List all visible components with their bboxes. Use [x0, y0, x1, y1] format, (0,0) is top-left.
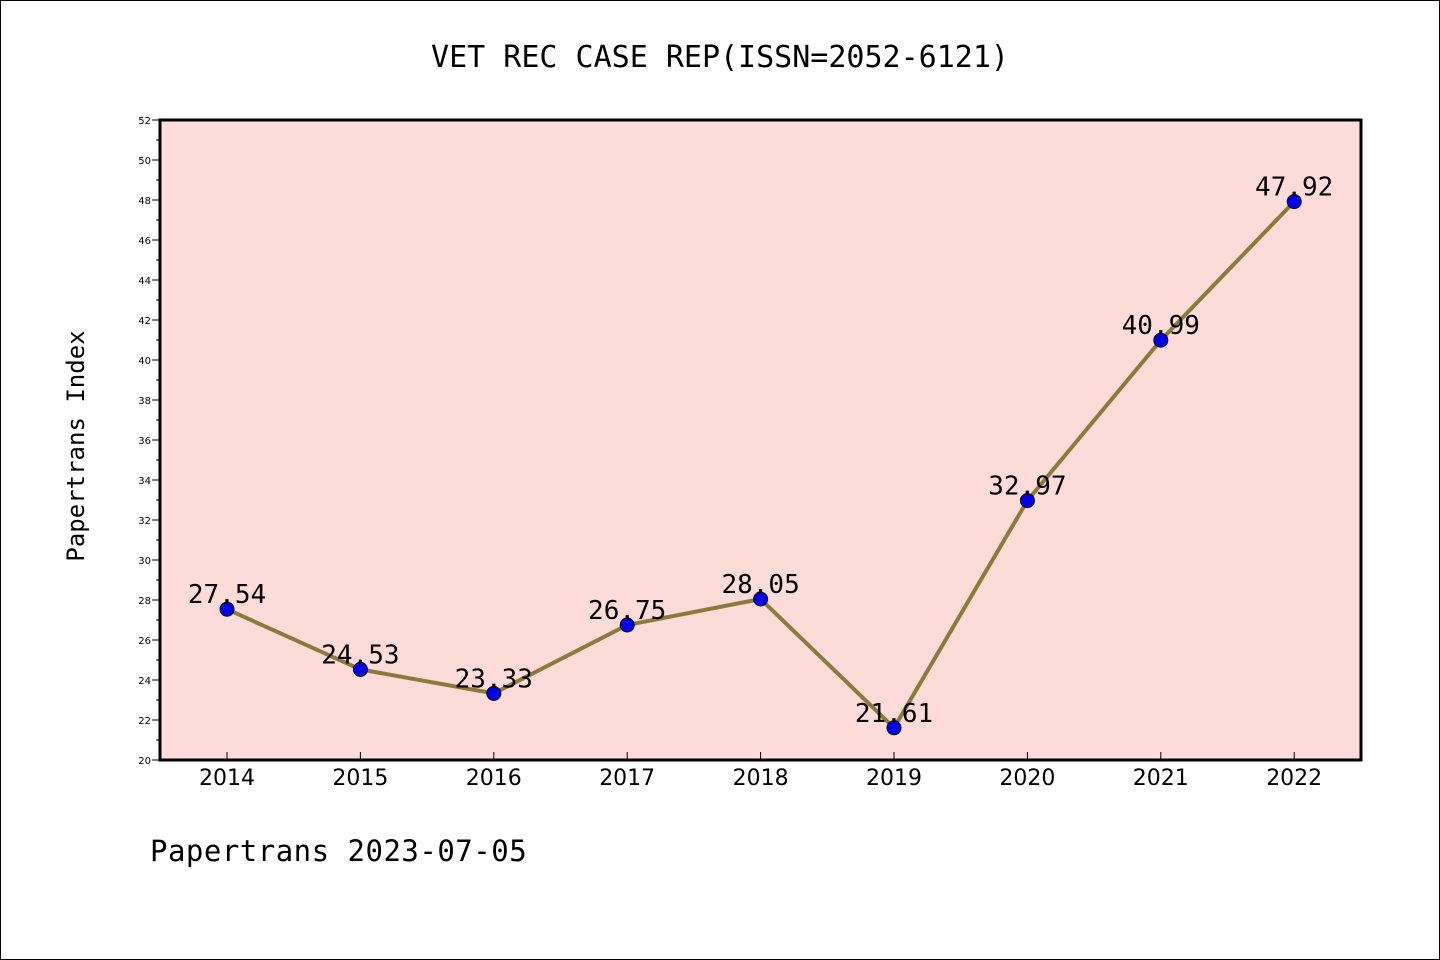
y-tick-label: 32 [138, 516, 151, 527]
y-tick-label: 48 [138, 196, 151, 207]
y-tick-label: 24 [138, 676, 151, 687]
data-label: 26.75 [588, 596, 666, 626]
y-tick-label: 52 [138, 116, 151, 127]
data-label: 23.33 [455, 664, 533, 694]
y-tick-label: 42 [138, 316, 151, 327]
data-point [753, 591, 769, 607]
data-point [1286, 194, 1302, 210]
data-label: 47.92 [1255, 173, 1333, 203]
x-tick-label: 2018 [733, 766, 789, 791]
x-tick-label: 2020 [999, 766, 1055, 791]
data-markers [219, 194, 1302, 736]
data-label: 40.99 [1122, 311, 1200, 341]
chart-title: VET REC CASE REP(ISSN=2052-6121) [431, 40, 1009, 75]
data-point [219, 601, 235, 617]
y-tick-label: 50 [138, 156, 151, 167]
x-tick-label: 2021 [1133, 766, 1189, 791]
y-axis-ticks: 20 22 24 26 28 30 32 34 36 38 40 42 44 46 48 50 52 [138, 116, 160, 767]
y-tick-label: 20 [138, 756, 151, 767]
data-label: 32.97 [988, 472, 1066, 502]
data-point [352, 661, 368, 677]
y-tick-label: 46 [138, 236, 151, 247]
y-tick-label: 44 [138, 276, 151, 287]
data-point [1153, 332, 1169, 348]
data-label: 21.61 [855, 699, 933, 729]
y-tick-label: 38 [138, 396, 151, 407]
x-tick-label: 2022 [1266, 766, 1322, 791]
x-axis-ticks: 2014 2015 2016 2017 2018 2019 2020 2021 2022 [199, 752, 1322, 791]
plot-border [158, 118, 1363, 762]
x-tick-label: 2017 [599, 766, 655, 791]
data-label: 27.54 [188, 580, 266, 610]
y-tick-label: 40 [138, 356, 151, 367]
y-tick-label: 26 [138, 636, 151, 647]
data-label: 24.53 [321, 640, 399, 670]
data-point [1019, 493, 1035, 509]
y-tick-label: 34 [138, 476, 151, 487]
data-labels: 27.54 24.53 23.33 26.75 28.05 21.61 32.97 40.99… [188, 173, 1333, 729]
x-tick-label: 2019 [866, 766, 922, 791]
x-tick-label: 2015 [332, 766, 388, 791]
data-point [486, 685, 502, 701]
footer-text: Papertrans 2023-07-05 [150, 834, 528, 868]
y-axis-label: Papertrans Index [62, 330, 90, 561]
plot-area [160, 120, 1361, 760]
data-label: 28.05 [721, 570, 799, 600]
x-tick-label: 2016 [466, 766, 522, 791]
y-tick-label: 22 [138, 716, 151, 727]
y-tick-label: 36 [138, 436, 151, 447]
y-tick-label: 28 [138, 596, 151, 607]
x-tick-label: 2014 [199, 766, 255, 791]
data-point [886, 720, 902, 736]
y-tick-label: 30 [138, 556, 151, 567]
data-point [619, 617, 635, 633]
